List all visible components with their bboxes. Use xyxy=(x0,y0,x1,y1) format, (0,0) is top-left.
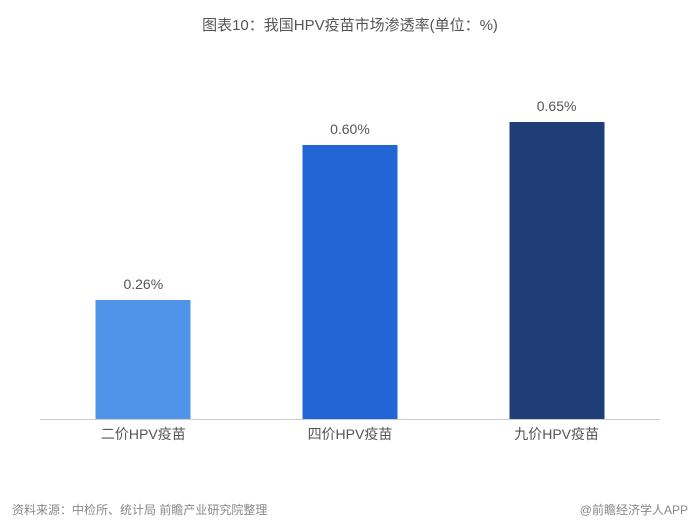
bar-group-2: 0.65% xyxy=(453,90,660,419)
bar-2: 0.65% xyxy=(509,122,604,419)
bar-value-2: 0.65% xyxy=(509,98,604,114)
bar-value-1: 0.60% xyxy=(302,121,397,137)
bar-group-1: 0.60% xyxy=(247,90,454,419)
attribution-text: @前瞻经济学人APP xyxy=(580,501,688,518)
chart-area: 0.26% 0.60% 0.65% 二价HPV疫苗 四价HPV疫苗 九价HPV疫… xyxy=(40,50,660,450)
bar-group-0: 0.26% xyxy=(40,90,247,419)
chart-title: 图表10：我国HPV疫苗市场渗透率(单位：%) xyxy=(0,0,700,35)
bar-value-0: 0.26% xyxy=(96,276,191,292)
bar-1: 0.60% xyxy=(302,145,397,419)
x-label-1: 四价HPV疫苗 xyxy=(247,424,454,444)
plot-area: 0.26% 0.60% 0.65% xyxy=(40,90,660,420)
bar-0: 0.26% xyxy=(96,300,191,419)
source-text: 资料来源：中检所、统计局 前瞻产业研究院整理 xyxy=(12,501,267,518)
x-label-0: 二价HPV疫苗 xyxy=(40,424,247,444)
x-label-2: 九价HPV疫苗 xyxy=(453,424,660,444)
